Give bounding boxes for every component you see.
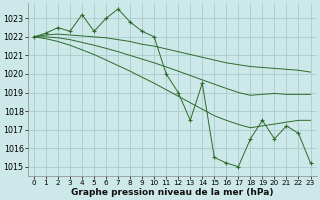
X-axis label: Graphe pression niveau de la mer (hPa): Graphe pression niveau de la mer (hPa) <box>71 188 274 197</box>
